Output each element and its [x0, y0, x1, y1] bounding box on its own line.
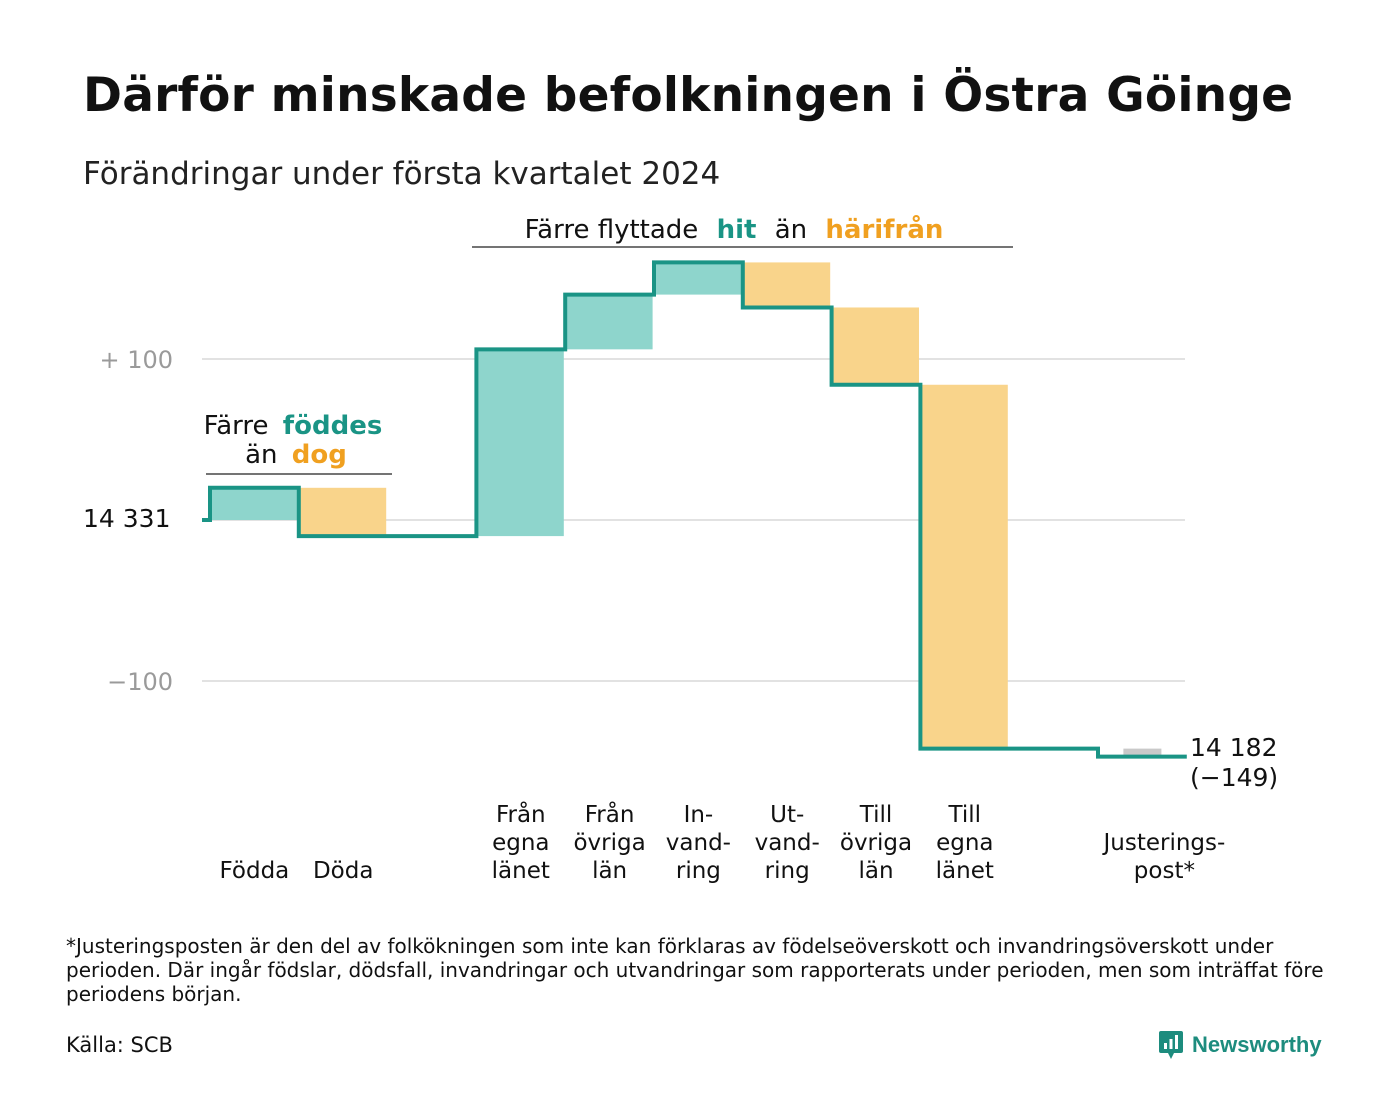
x-label-fran_egna: länet [492, 858, 550, 884]
moves-annotation-prefix: Färre flyttade [525, 215, 699, 245]
x-label-invandring: ring [676, 858, 721, 884]
x-label-fran_ovriga: övriga [573, 830, 645, 856]
newsworthy-logo: Newsworthy [1158, 1028, 1322, 1062]
x-label-fran_ovriga: Från [585, 800, 635, 828]
x-label-till_egna: länet [936, 858, 994, 884]
y-tick-label: + 100 [99, 346, 173, 374]
bar-doda [300, 487, 387, 537]
bar-till_ovriga [833, 307, 919, 385]
source-label: Källa: SCB [66, 1033, 173, 1057]
x-label-justering: post* [1134, 858, 1195, 884]
x-label-fran_ovriga: län [592, 858, 627, 884]
x-label-fran_egna: egna [492, 830, 549, 856]
footnote: *Justeringsposten är den del av folkökni… [66, 934, 1324, 1006]
births-annotation-line2: än dog [245, 440, 347, 470]
moves-annotation-highlight-2: härifrån [825, 213, 943, 245]
newsworthy-logo-text: Newsworthy [1192, 1032, 1322, 1057]
births-annotation: Färre föddes än dog [204, 411, 392, 475]
chart-title: Därför minskade befolkningen i Östra Göi… [83, 68, 1294, 123]
births-annotation-highlight: föddes [283, 411, 383, 441]
bar-justering [1123, 748, 1162, 757]
x-label-till_egna: Till [948, 802, 982, 828]
x-label-till_ovriga: län [858, 858, 893, 884]
births-annotation-line2-highlight: dog [292, 440, 347, 470]
x-label-utvandring: ring [765, 858, 810, 884]
bar-fran_ovriga [566, 294, 653, 350]
x-label-till_ovriga: övriga [840, 830, 912, 856]
x-label-fran_egna: Från [496, 800, 546, 828]
bar-utvandring [744, 262, 831, 308]
bar-fodda [211, 487, 298, 520]
end-value-label: 14 182 [1190, 733, 1277, 762]
x-label-till_ovriga: Till [859, 802, 893, 828]
moves-annotation-text: Färre flyttade hit än härifrån [525, 213, 944, 245]
end-change-label: (−149) [1190, 763, 1278, 792]
waterfall-bars [211, 262, 1162, 757]
bar-till_egna [921, 384, 1008, 749]
waterfall-chart: + 100 −100 14 331 14 182 (−149) Färre föd… [83, 213, 1278, 884]
births-annotation-line2-prefix: än [245, 440, 277, 470]
moves-annotation-highlight-1: hit [717, 215, 757, 245]
x-label-justering: Justerings- [1101, 830, 1225, 856]
moves-annotation-middle: än [775, 215, 807, 245]
x-axis-category-labels: Födda DödaFrånegnalänetFrånövrigalänIn-va… [220, 800, 1226, 884]
bar-fran_egna [477, 349, 564, 537]
x-label-invandring: In- [684, 802, 714, 828]
start-value-label: 14 331 [83, 504, 170, 533]
x-label-fodda: Födda [220, 858, 290, 884]
y-axis-tick-labels: + 100 −100 [99, 346, 173, 696]
x-label-utvandring: Ut- [770, 802, 804, 828]
x-label-invandring: vand- [666, 830, 731, 856]
chart-subtitle: Förändringar under första kvartalet 2024 [83, 156, 721, 192]
births-annotation-line1: Färre föddes [204, 411, 383, 441]
x-label-till_egna: egna [936, 830, 993, 856]
y-tick-label: −100 [107, 668, 173, 696]
newsworthy-logo-icon [1159, 1031, 1183, 1059]
moves-annotation: Färre flyttade hit än härifrån [472, 213, 1013, 248]
births-annotation-prefix: Färre [204, 411, 269, 441]
x-label-doda: Döda [313, 858, 373, 884]
bar-invandring [655, 262, 742, 295]
x-label-utvandring: vand- [755, 830, 820, 856]
cumulative-step-line [202, 260, 1187, 759]
